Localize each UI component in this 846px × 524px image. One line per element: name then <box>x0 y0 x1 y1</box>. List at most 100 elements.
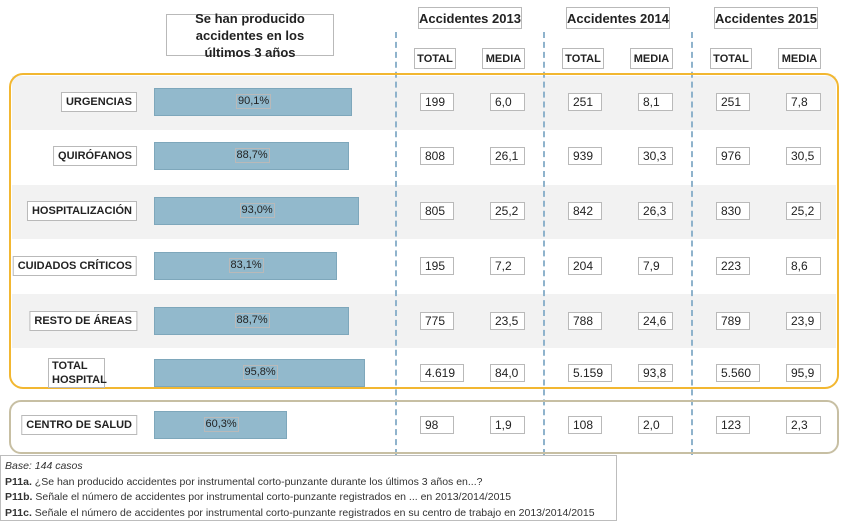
media-value: 26,1 <box>490 147 525 165</box>
media-value: 95,9 <box>786 364 821 382</box>
cell-text: 808 <box>425 149 446 163</box>
cell-text: 5.159 <box>573 366 604 380</box>
media-value: 8,6 <box>786 257 821 275</box>
row-label: URGENCIAS <box>60 92 137 112</box>
total-value: 108 <box>568 416 602 434</box>
media-value: 2,0 <box>638 416 673 434</box>
total-value: 5.159 <box>568 364 612 382</box>
cell-text: 775 <box>425 314 446 328</box>
cell-text: 830 <box>721 204 742 218</box>
cell-text: 195 <box>425 259 446 273</box>
cell-text: 84,0 <box>495 366 519 380</box>
footnote-base: Base: 144 casos <box>5 460 83 472</box>
total-value: 199 <box>420 93 454 111</box>
row-label-text: RESTO DE ÁREAS <box>34 315 132 327</box>
cell-text: 4.619 <box>425 366 456 380</box>
cell-text: 108 <box>573 418 594 432</box>
row-label: TOTAL HOSPITAL <box>48 358 107 388</box>
cell-text: 23,5 <box>495 314 519 328</box>
subheader-media: MEDIA <box>482 48 525 69</box>
footnote-text: Señale el número de accidentes por instr… <box>35 491 512 503</box>
bar <box>154 88 352 116</box>
total-value: 842 <box>568 202 602 220</box>
total-value: 830 <box>716 202 750 220</box>
footnote-id: P11a. <box>5 475 32 488</box>
bar-value-label: 95,8% <box>242 365 278 380</box>
subheader-media: MEDIA <box>630 48 673 69</box>
year-header-label: Accidentes 2015 <box>715 10 817 26</box>
cell-text: 2,0 <box>643 418 660 432</box>
year-header-2015: Accidentes 2015 <box>714 7 818 29</box>
cell-text: 223 <box>721 259 742 273</box>
bar-value-label: 88,7% <box>234 148 270 163</box>
cell-text: 7,8 <box>791 95 808 109</box>
cell-text: 7,9 <box>643 259 660 273</box>
bar-value-label: 60,3% <box>203 417 239 432</box>
column-separator <box>543 32 545 455</box>
total-value: 5.560 <box>716 364 760 382</box>
cell-text: 24,6 <box>643 314 667 328</box>
media-value: 7,8 <box>786 93 821 111</box>
row-label: RESTO DE ÁREAS <box>29 311 137 331</box>
cell-text: 8,6 <box>791 259 808 273</box>
subheader-total: TOTAL <box>710 48 752 69</box>
year-header-label: Accidentes 2013 <box>419 10 521 26</box>
total-value: 4.619 <box>420 364 464 382</box>
cell-text: 25,2 <box>495 204 519 218</box>
media-value: 7,2 <box>490 257 525 275</box>
row-label-text: CENTRO DE SALUD <box>26 419 132 431</box>
cell-text: 95,9 <box>791 366 815 380</box>
subheader-total: TOTAL <box>414 48 456 69</box>
cell-text: 6,0 <box>495 95 512 109</box>
question-header: Se han producido accidentes en los últim… <box>166 11 334 60</box>
cell-text: 204 <box>573 259 594 273</box>
total-value: 976 <box>716 147 750 165</box>
row-label-text: TOTAL <box>52 360 88 372</box>
total-value: 775 <box>420 312 454 330</box>
cell-text: 788 <box>573 314 594 328</box>
cell-text: 805 <box>425 204 446 218</box>
question-header-text: Se han producido accidentes en los últim… <box>195 10 305 60</box>
cell-text: 251 <box>721 95 742 109</box>
row-label-text: HOSPITAL <box>52 374 107 386</box>
cell-text: 26,3 <box>643 204 667 218</box>
row-label-text: HOSPITALIZACIÓN <box>31 205 132 217</box>
row-label: HOSPITALIZACIÓN <box>26 201 137 221</box>
cell-text: 93,8 <box>643 366 667 380</box>
hospital-group-frame <box>9 73 839 389</box>
bar <box>154 359 365 387</box>
cell-text: 98 <box>425 418 439 432</box>
media-value: 2,3 <box>786 416 821 434</box>
bar <box>154 307 349 335</box>
bar <box>154 411 287 439</box>
footnote-id: P11c. <box>5 506 32 519</box>
media-value: 8,1 <box>638 93 673 111</box>
total-value: 805 <box>420 202 454 220</box>
media-value: 25,2 <box>490 202 525 220</box>
total-value: 808 <box>420 147 454 165</box>
total-value: 251 <box>716 93 750 111</box>
subheader-total: TOTAL <box>562 48 604 69</box>
media-value: 6,0 <box>490 93 525 111</box>
cell-text: 5.560 <box>721 366 752 380</box>
total-value: 789 <box>716 312 750 330</box>
footnote-text: ¿Se han producido accidentes por instrum… <box>34 475 483 488</box>
bar-value-label: 88,7% <box>234 313 270 328</box>
footnote-p11a: P11a. ¿Se han producido accidentes por i… <box>5 475 612 491</box>
bar-value-label: 83,1% <box>228 258 264 273</box>
row-label-text: URGENCIAS <box>65 96 132 108</box>
cell-text: 251 <box>573 95 594 109</box>
total-value: 223 <box>716 257 750 275</box>
year-header-2014: Accidentes 2014 <box>566 7 670 29</box>
cell-text: 2,3 <box>791 418 808 432</box>
media-value: 25,2 <box>786 202 821 220</box>
footnote-id: P11b. <box>5 491 33 503</box>
total-value: 123 <box>716 416 750 434</box>
year-header-label: Accidentes 2014 <box>567 10 669 26</box>
cell-text: 7,2 <box>495 259 512 273</box>
media-value: 1,9 <box>490 416 525 434</box>
column-separator <box>395 32 397 455</box>
cell-text: 8,1 <box>643 95 660 109</box>
media-value: 93,8 <box>638 364 673 382</box>
bar-value-label: 90,1% <box>236 94 272 109</box>
